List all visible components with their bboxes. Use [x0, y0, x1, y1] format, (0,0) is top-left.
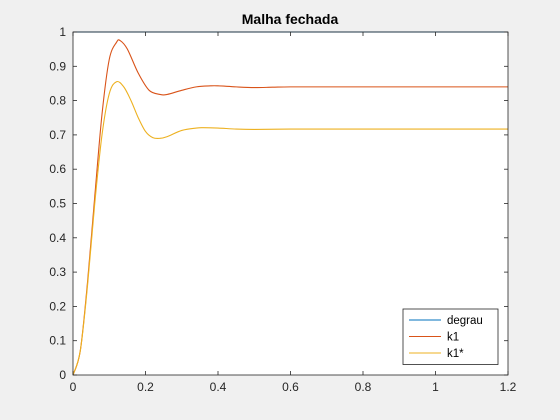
x-tick-label: 0.6 [282, 380, 299, 394]
series-line-3 [72, 80, 508, 376]
y-tick-label: 0.1 [49, 334, 66, 348]
y-tick-label: 0.2 [49, 299, 66, 313]
legend: degrau k1 k1* [402, 308, 499, 365]
y-tick-label: 0.3 [49, 265, 66, 279]
legend-label: k1 [447, 332, 459, 344]
x-tick-label: 0.2 [137, 380, 154, 394]
y-tick-label: 0.5 [49, 197, 66, 211]
legend-label: k1* [447, 348, 464, 360]
y-tick-label: 0.6 [49, 162, 66, 176]
x-tick-label: 0.4 [210, 380, 227, 394]
y-tick-label: 0.8 [49, 94, 66, 108]
legend-label: degrau [447, 315, 483, 327]
x-tick-label: 0.8 [355, 380, 372, 394]
x-tick-label: 0 [70, 380, 77, 394]
x-tick-label: 1 [432, 380, 439, 394]
y-tick-label: 0 [59, 368, 66, 382]
tick-layer: 0 0.2 0.4 0.6 0.8 1 1.2 0 0.1 0.2 0.3 0.4 0.5 0.6 0.7 0… [49, 25, 516, 394]
y-tick-label: 0.9 [49, 59, 66, 73]
y-tick-label: 0.7 [49, 128, 66, 142]
x-tick-label: 1.2 [500, 380, 517, 394]
chart-title: Malha fechada [242, 11, 339, 27]
y-tick-label: 0.4 [49, 231, 66, 245]
y-tick-label: 1 [59, 25, 66, 39]
series-line-2 [72, 39, 508, 376]
